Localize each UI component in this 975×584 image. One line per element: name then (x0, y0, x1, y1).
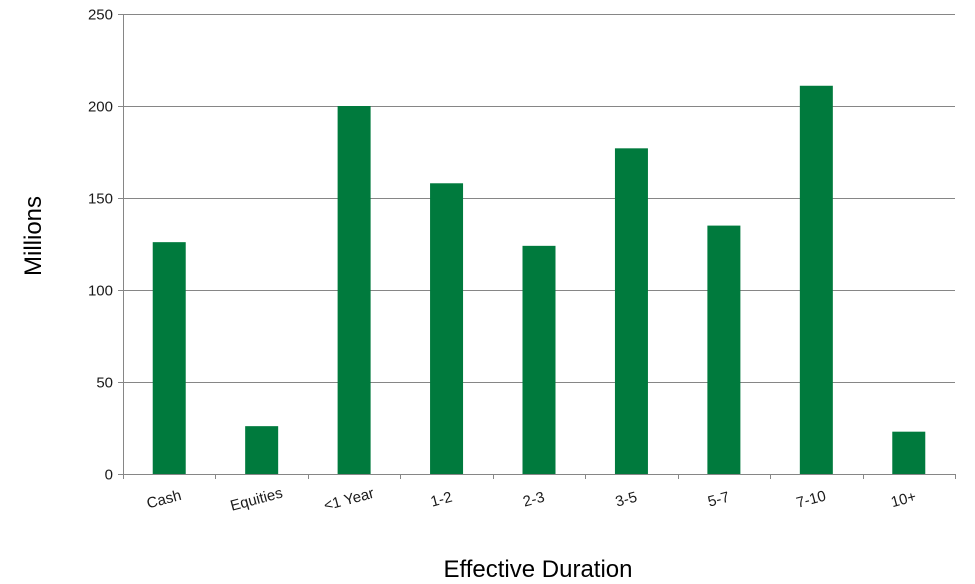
x-tick-label: 10+ (889, 488, 918, 511)
bar (799, 85, 833, 474)
x-tick-label: 5-7 (706, 489, 731, 511)
x-tick-label: 3-5 (614, 489, 639, 511)
bar (707, 225, 741, 474)
y-tick-label: 0 (105, 467, 113, 484)
bar (522, 245, 556, 474)
y-axis-title: Millions (20, 196, 47, 276)
bar (152, 242, 186, 474)
y-tick-label: 200 (88, 99, 113, 116)
bar (245, 426, 279, 474)
bar (337, 106, 371, 474)
x-tick-labels: Cash Equities <1 Year 1-2 2-3 3-5 5-7 7-10 10+ (145, 485, 918, 515)
y-tick-labels: 0 50 100 150 200 250 (88, 7, 113, 484)
y-tick-label: 100 (88, 283, 113, 300)
y-tick-label: 50 (96, 375, 113, 392)
x-tick-label: 7-10 (794, 488, 827, 512)
y-tick-label: 250 (88, 7, 113, 24)
x-tick-label: <1 Year (322, 485, 376, 515)
bars (152, 85, 926, 474)
bar (614, 148, 648, 474)
bar (430, 183, 464, 474)
x-tick-label: Equities (229, 485, 285, 515)
y-tick-label: 150 (88, 191, 113, 208)
x-axis-title: Effective Duration (444, 556, 633, 583)
axes (118, 14, 956, 479)
x-tick-label: 1-2 (429, 489, 454, 511)
bar (892, 431, 926, 474)
x-tick-label: Cash (145, 487, 183, 512)
x-tick-label: 2-3 (521, 489, 546, 511)
